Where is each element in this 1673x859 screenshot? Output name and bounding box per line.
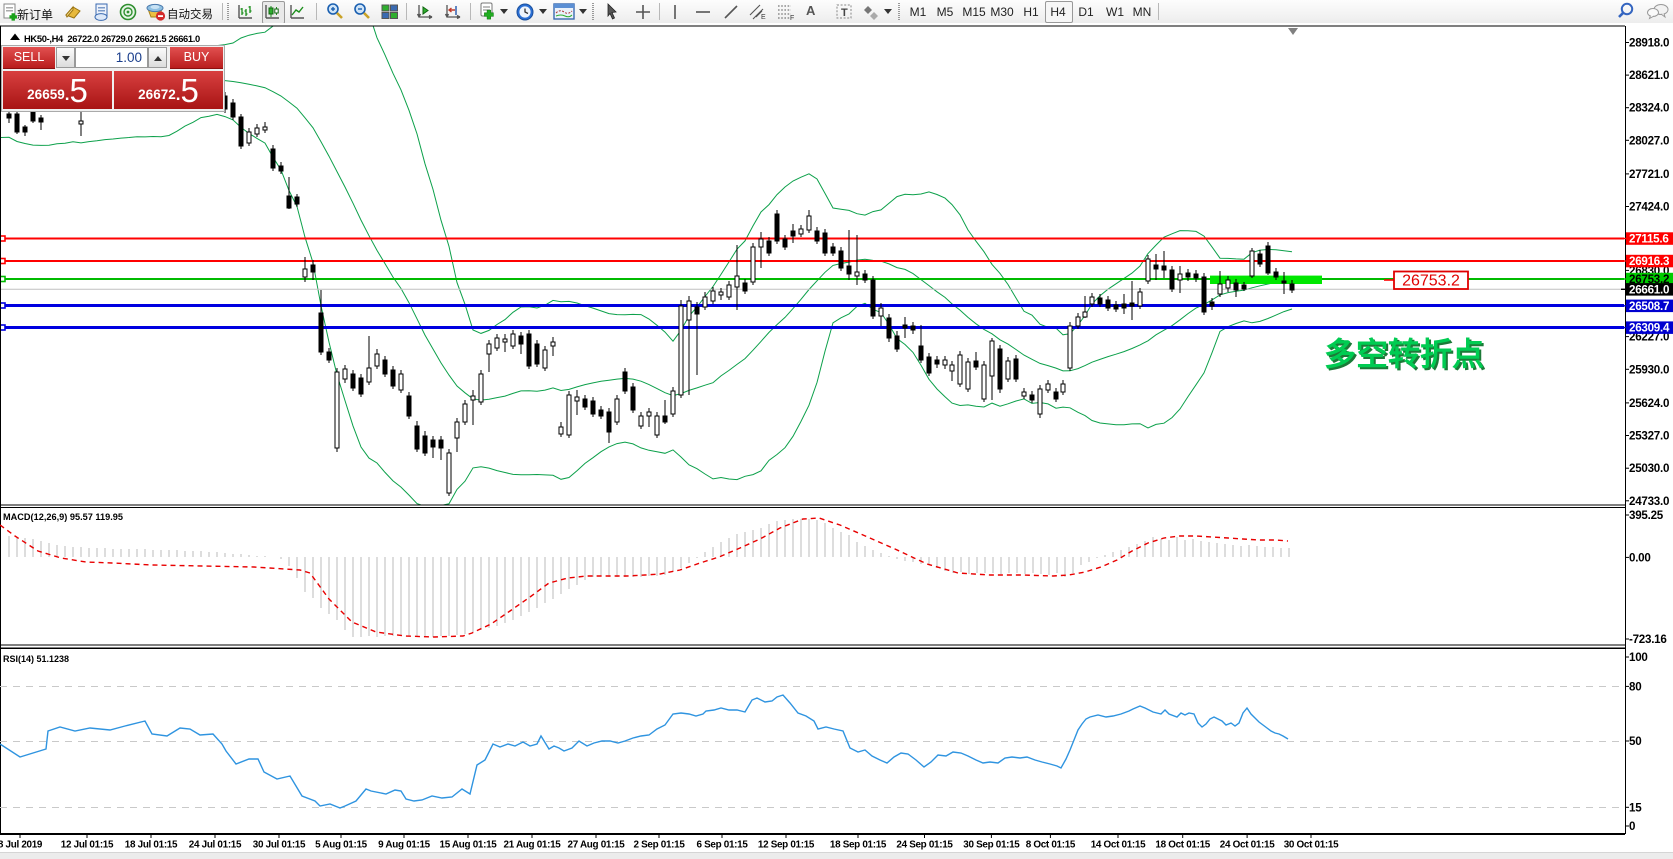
- svg-text:80: 80: [1629, 680, 1641, 693]
- svg-text:HK50-,H4 26722.0 26729.0 2662: HK50-,H4 26722.0 26729.0 26621.5 26661.0: [24, 33, 200, 44]
- svg-text:14 Oct 01:15: 14 Oct 01:15: [1091, 840, 1146, 851]
- svg-text:25030.0: 25030.0: [1629, 462, 1669, 475]
- svg-text:15 Aug 01:15: 15 Aug 01:15: [440, 840, 498, 851]
- svg-text:28918.0: 28918.0: [1629, 37, 1669, 50]
- svg-text:26753.2: 26753.2: [1402, 273, 1460, 290]
- svg-text:12 Sep 01:15: 12 Sep 01:15: [758, 840, 815, 851]
- svg-text:27721.0: 27721.0: [1629, 168, 1669, 181]
- svg-text:25327.0: 25327.0: [1629, 430, 1669, 443]
- svg-text:25930.0: 25930.0: [1629, 363, 1669, 376]
- svg-text:27115.6: 27115.6: [1629, 233, 1669, 246]
- svg-text:12 Jul 01:15: 12 Jul 01:15: [61, 840, 114, 851]
- svg-text:28027.0: 28027.0: [1629, 134, 1669, 147]
- svg-text:5 Aug 01:15: 5 Aug 01:15: [315, 840, 368, 851]
- svg-text:24733.0: 24733.0: [1629, 495, 1669, 508]
- svg-text:-723.16: -723.16: [1629, 633, 1667, 646]
- svg-text:30 Sep 01:15: 30 Sep 01:15: [963, 840, 1020, 851]
- svg-text:MACD(12,26,9) 95.57 119.95: MACD(12,26,9) 95.57 119.95: [3, 512, 123, 522]
- svg-text:26753.2: 26753.2: [1629, 273, 1669, 286]
- svg-text:26309.4: 26309.4: [1629, 322, 1670, 335]
- svg-text:8 Jul 2019: 8 Jul 2019: [0, 840, 43, 851]
- svg-text:9 Aug 01:15: 9 Aug 01:15: [378, 840, 431, 851]
- svg-text:多空转折点: 多空转折点: [1326, 338, 1486, 374]
- svg-text:100: 100: [1629, 651, 1648, 664]
- svg-text:30 Oct 01:15: 30 Oct 01:15: [1284, 840, 1339, 851]
- svg-text:RSI(14) 51.1238: RSI(14) 51.1238: [3, 654, 69, 664]
- svg-text:25624.0: 25624.0: [1629, 397, 1669, 410]
- svg-text:6 Sep 01:15: 6 Sep 01:15: [696, 840, 748, 851]
- svg-text:27 Aug 01:15: 27 Aug 01:15: [568, 840, 626, 851]
- svg-text:26661.0: 26661.0: [1629, 283, 1669, 296]
- svg-text:395.25: 395.25: [1629, 509, 1664, 522]
- svg-text:15: 15: [1629, 801, 1642, 814]
- svg-text:21 Aug 01:15: 21 Aug 01:15: [504, 840, 562, 851]
- svg-text:F: F: [790, 15, 794, 21]
- svg-text:30 Jul 01:15: 30 Jul 01:15: [253, 840, 306, 851]
- svg-text:0.00: 0.00: [1629, 551, 1651, 564]
- svg-text:T: T: [841, 7, 848, 19]
- svg-text:8 Oct 01:15: 8 Oct 01:15: [1026, 840, 1076, 851]
- svg-text:26508.7: 26508.7: [1629, 300, 1669, 313]
- svg-text:24 Jul 01:15: 24 Jul 01:15: [189, 840, 242, 851]
- svg-text:多空转折点: 多空转折点: [1324, 336, 1484, 372]
- svg-text:0: 0: [1629, 820, 1635, 833]
- svg-text:26916.3: 26916.3: [1629, 255, 1670, 268]
- svg-text:18 Sep 01:15: 18 Sep 01:15: [830, 840, 887, 851]
- svg-text:27424.0: 27424.0: [1629, 201, 1669, 214]
- svg-text:24 Sep 01:15: 24 Sep 01:15: [896, 840, 953, 851]
- svg-text:18 Oct 01:15: 18 Oct 01:15: [1155, 840, 1210, 851]
- svg-text:24 Oct 01:15: 24 Oct 01:15: [1220, 840, 1275, 851]
- svg-text:18 Jul 01:15: 18 Jul 01:15: [125, 840, 178, 851]
- svg-text:28324.0: 28324.0: [1629, 102, 1669, 115]
- svg-text:28621.0: 28621.0: [1629, 69, 1669, 82]
- svg-text:50: 50: [1629, 735, 1641, 748]
- svg-text:2 Sep 01:15: 2 Sep 01:15: [633, 840, 685, 851]
- svg-text:E: E: [761, 14, 766, 21]
